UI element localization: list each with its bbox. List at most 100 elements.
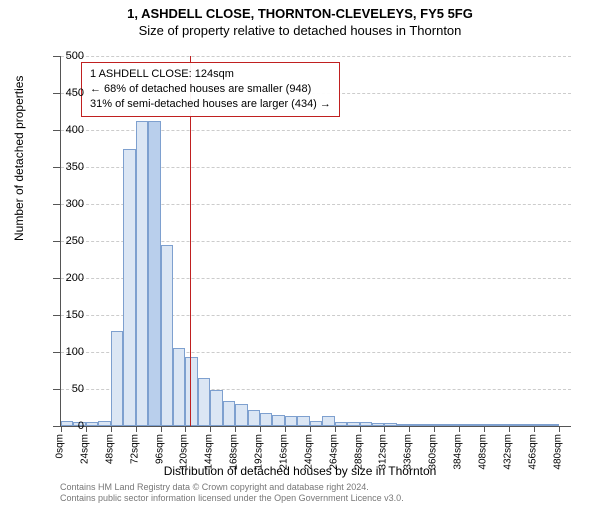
x-tick-label: 360sqm xyxy=(428,434,439,470)
x-tick xyxy=(509,426,510,432)
histogram-bar xyxy=(248,410,260,426)
x-tick-label: 168sqm xyxy=(229,434,240,470)
x-tick-label: 144sqm xyxy=(204,434,215,470)
x-tick-label: 384sqm xyxy=(453,434,464,470)
y-tick-label: 0 xyxy=(44,420,84,432)
x-tick-label: 120sqm xyxy=(179,434,190,470)
histogram-bar xyxy=(272,415,284,426)
histogram-bar xyxy=(297,416,309,426)
histogram-bar xyxy=(372,423,384,426)
histogram-bar xyxy=(397,424,409,426)
histogram-bar xyxy=(360,422,372,426)
annotation-line1: 1 ASHDELL CLOSE: 124sqm xyxy=(90,67,331,82)
x-tick xyxy=(86,426,87,432)
x-tick-label: 96sqm xyxy=(154,434,165,464)
x-tick-label: 288sqm xyxy=(353,434,364,470)
histogram-bar xyxy=(484,424,496,426)
x-tick xyxy=(360,426,361,432)
x-tick-label: 336sqm xyxy=(403,434,414,470)
y-axis-label: Number of detached properties xyxy=(12,76,26,241)
histogram-bar xyxy=(173,348,185,426)
histogram-bar xyxy=(210,390,222,426)
histogram-bar xyxy=(434,424,446,426)
annotation-line3: 31% of semi-detached houses are larger (… xyxy=(90,97,331,112)
histogram-bar xyxy=(98,421,110,426)
y-tick-label: 50 xyxy=(44,383,84,395)
histogram-bar xyxy=(322,416,334,426)
histogram-bar xyxy=(496,424,508,426)
x-tick-label: 480sqm xyxy=(552,434,563,470)
x-tick xyxy=(136,426,137,432)
histogram-bar xyxy=(546,424,558,426)
y-tick-label: 100 xyxy=(44,346,84,358)
x-tick xyxy=(210,426,211,432)
y-tick-label: 200 xyxy=(44,272,84,284)
x-tick xyxy=(434,426,435,432)
x-tick xyxy=(310,426,311,432)
x-tick xyxy=(285,426,286,432)
histogram-bar xyxy=(161,245,173,426)
histogram-bar xyxy=(471,424,483,426)
histogram-bar xyxy=(521,424,533,426)
x-tick xyxy=(235,426,236,432)
histogram-bar xyxy=(384,423,396,426)
histogram-bar xyxy=(285,416,297,426)
x-tick-label: 432sqm xyxy=(502,434,513,470)
x-tick xyxy=(559,426,560,432)
x-tick-label: 216sqm xyxy=(278,434,289,470)
histogram-bar xyxy=(459,424,471,426)
footer-line1: Contains HM Land Registry data © Crown c… xyxy=(60,482,404,493)
histogram-bar xyxy=(198,378,210,426)
y-tick-label: 450 xyxy=(44,87,84,99)
histogram-bar xyxy=(260,413,272,426)
x-tick xyxy=(185,426,186,432)
histogram-bar xyxy=(111,331,123,426)
histogram-bar xyxy=(310,421,322,426)
gridline xyxy=(61,56,571,57)
page-title-line1: 1, ASHDELL CLOSE, THORNTON-CLEVELEYS, FY… xyxy=(0,6,600,21)
histogram-chart: 1 ASHDELL CLOSE: 124sqm← 68% of detached… xyxy=(60,56,570,426)
x-tick-label: 72sqm xyxy=(129,434,140,464)
x-tick-label: 240sqm xyxy=(303,434,314,470)
histogram-bar xyxy=(409,424,421,426)
x-tick xyxy=(384,426,385,432)
x-tick-label: 408sqm xyxy=(477,434,488,470)
page-title-line2: Size of property relative to detached ho… xyxy=(0,23,600,38)
histogram-bar xyxy=(185,357,197,426)
histogram-bar xyxy=(534,424,546,426)
y-tick-label: 300 xyxy=(44,198,84,210)
footer-line2: Contains public sector information licen… xyxy=(60,493,404,504)
x-tick xyxy=(335,426,336,432)
x-tick xyxy=(409,426,410,432)
x-tick-label: 48sqm xyxy=(104,434,115,464)
histogram-bar xyxy=(223,401,235,426)
x-tick-label: 0sqm xyxy=(55,434,66,458)
x-tick xyxy=(484,426,485,432)
y-tick-label: 150 xyxy=(44,309,84,321)
x-tick-label: 192sqm xyxy=(254,434,265,470)
histogram-bar xyxy=(123,149,135,427)
histogram-bar xyxy=(148,121,160,426)
y-tick-label: 400 xyxy=(44,124,84,136)
plot-area: 1 ASHDELL CLOSE: 124sqm← 68% of detached… xyxy=(60,56,571,427)
histogram-bar xyxy=(347,422,359,426)
annotation-box: 1 ASHDELL CLOSE: 124sqm← 68% of detached… xyxy=(81,62,340,117)
x-tick xyxy=(534,426,535,432)
histogram-bar xyxy=(447,424,459,426)
annotation-line2: ← 68% of detached houses are smaller (94… xyxy=(90,82,331,97)
histogram-bar xyxy=(136,121,148,426)
x-tick-label: 456sqm xyxy=(527,434,538,470)
x-tick xyxy=(260,426,261,432)
histogram-bar xyxy=(335,422,347,426)
x-tick-label: 264sqm xyxy=(328,434,339,470)
y-tick-label: 250 xyxy=(44,235,84,247)
attribution-footer: Contains HM Land Registry data © Crown c… xyxy=(60,482,404,504)
x-tick xyxy=(111,426,112,432)
x-tick xyxy=(459,426,460,432)
x-tick-label: 312sqm xyxy=(378,434,389,470)
histogram-bar xyxy=(422,424,434,426)
x-tick-label: 24sqm xyxy=(79,434,90,464)
histogram-bar xyxy=(509,424,521,426)
y-tick-label: 500 xyxy=(44,50,84,62)
x-tick xyxy=(161,426,162,432)
